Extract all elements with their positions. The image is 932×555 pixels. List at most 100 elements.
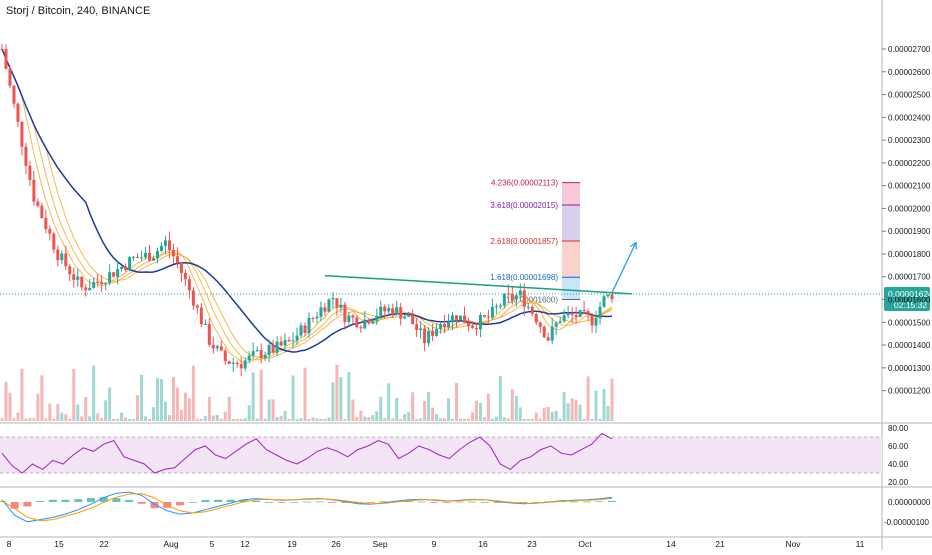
- x-tick-label: 14: [666, 539, 676, 549]
- volume-bar: [171, 376, 175, 421]
- candle-body: [96, 281, 100, 283]
- volume-bar: [132, 418, 136, 421]
- volume-bar: [490, 418, 494, 421]
- candle-body: [48, 229, 52, 234]
- projection-arrow[interactable]: [611, 242, 637, 293]
- candle-body: [371, 320, 375, 324]
- candle-body: [315, 316, 319, 319]
- volume-bar: [227, 396, 231, 421]
- volume-bar: [311, 417, 315, 421]
- countdown-label: 02:15:32: [894, 300, 927, 310]
- candle-body: [578, 310, 582, 317]
- candle-body: [183, 273, 187, 280]
- y-tick-label: 0.00001500: [888, 318, 931, 327]
- volume-bar: [415, 418, 419, 421]
- volume-bar: [263, 418, 267, 421]
- volume-bar: [235, 418, 239, 421]
- volume-bar: [594, 390, 598, 421]
- volume-bar: [546, 406, 550, 421]
- candle-body: [251, 351, 255, 356]
- macd-histogram-bar: [36, 500, 45, 502]
- candle-body: [494, 306, 498, 308]
- volume-bar: [255, 418, 259, 421]
- macd-histogram-bar: [531, 502, 540, 503]
- candle-body: [562, 315, 566, 322]
- candle-body: [570, 313, 574, 315]
- macd-histogram-bar: [86, 498, 95, 502]
- volume-bar: [462, 418, 466, 421]
- candle-body: [462, 315, 466, 323]
- x-tick-label: 8: [7, 539, 12, 549]
- candle-body: [510, 293, 514, 300]
- candle-body: [598, 306, 602, 319]
- volume-bar: [494, 416, 498, 421]
- volume-bar: [343, 418, 347, 421]
- candle-body: [435, 328, 439, 336]
- volume-bar: [550, 412, 554, 421]
- candle-body: [423, 328, 427, 344]
- volume-bar: [295, 418, 299, 421]
- macd-histogram-bar: [23, 502, 32, 507]
- volume-bar: [136, 395, 140, 421]
- candle-body: [191, 290, 195, 306]
- volume-bar: [40, 375, 44, 421]
- rsi-tick-label: 80.00: [888, 424, 909, 433]
- candle-body: [116, 268, 120, 277]
- volume-bar: [299, 418, 303, 421]
- volume-bar: [183, 392, 187, 421]
- x-tick-label: Sep: [372, 539, 387, 549]
- candle-body: [387, 308, 391, 312]
- volume-bar: [52, 418, 56, 421]
- candle-body: [482, 315, 486, 317]
- candle-body: [558, 321, 562, 323]
- candle-body: [534, 313, 538, 323]
- candle-body: [506, 293, 510, 295]
- macd-histogram-bar: [214, 499, 223, 502]
- candle-body: [195, 305, 199, 308]
- volume-bar: [24, 418, 28, 421]
- volume-bar: [92, 365, 96, 421]
- candle-body: [163, 240, 167, 246]
- candle-body: [152, 258, 156, 261]
- macd-histogram-bar: [99, 497, 108, 502]
- macd-histogram-bar: [595, 501, 604, 503]
- macd-histogram-bar: [455, 501, 464, 503]
- macd-histogram-bar: [61, 499, 70, 502]
- volume-bar: [319, 418, 323, 421]
- candle-body: [279, 341, 283, 346]
- volume-bar: [100, 417, 104, 421]
- candle-body: [175, 256, 179, 263]
- candle-body: [411, 314, 415, 325]
- candle-body: [530, 306, 534, 314]
- x-tick-label: Oct: [578, 539, 592, 549]
- last-price-label: 0.00001624: [888, 289, 932, 299]
- rsi-band: [0, 437, 882, 473]
- candle-body: [586, 311, 590, 315]
- volume-bar: [562, 392, 566, 421]
- volume-bar: [510, 389, 514, 421]
- candle-body: [323, 307, 327, 312]
- candle-body: [395, 307, 399, 314]
- candle-body: [351, 315, 355, 318]
- volume-bar: [355, 417, 359, 421]
- fib-level-label: 3.618(0.00002015): [490, 201, 558, 210]
- candle-body: [594, 318, 598, 326]
- volume-bar: [371, 415, 375, 421]
- candle-body: [100, 281, 104, 285]
- volume-bar: [195, 418, 199, 421]
- candle-body: [24, 146, 28, 166]
- candle-body: [582, 310, 586, 312]
- volume-bar: [335, 364, 339, 421]
- volume-bar: [36, 393, 40, 421]
- volume-bar: [219, 418, 223, 421]
- candle-body: [52, 233, 56, 250]
- trendline[interactable]: [324, 274, 632, 295]
- volume-bar: [347, 372, 351, 421]
- candle-body: [303, 325, 307, 333]
- volume-bar: [383, 418, 387, 421]
- volume-bar: [606, 405, 610, 421]
- candle-body: [427, 330, 431, 344]
- y-tick-label: 0.00001200: [888, 387, 931, 396]
